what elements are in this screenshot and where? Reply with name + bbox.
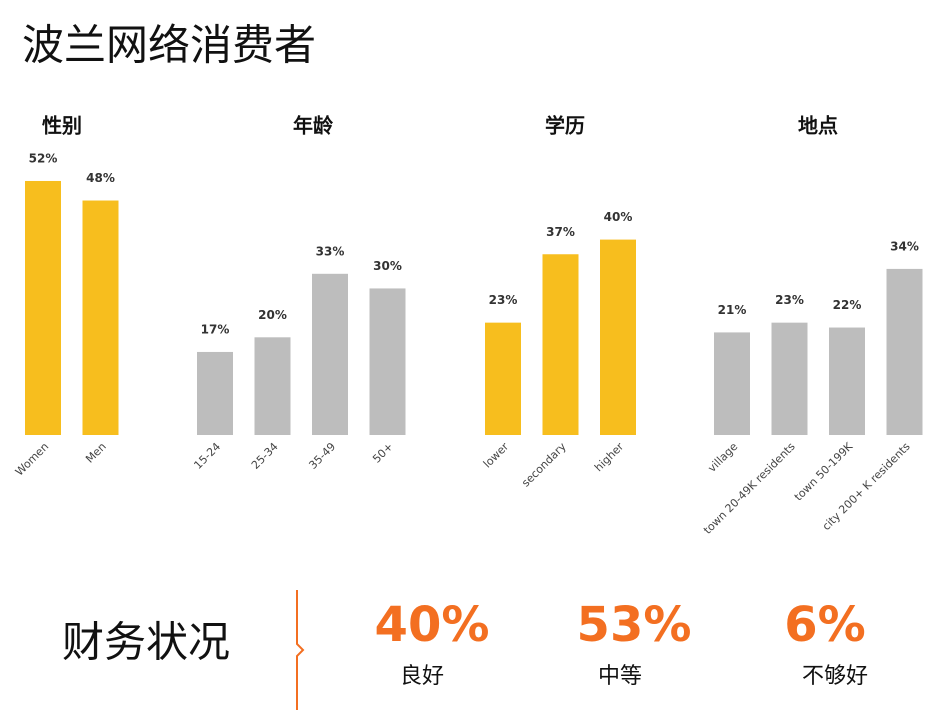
bar [771,322,808,435]
stat-value: 6% [784,597,866,653]
category-label: town 50-199K [792,439,856,503]
bar [82,200,119,435]
stat-name: 中等 [598,664,642,689]
value-label: 21% [718,303,747,317]
value-label: 20% [258,308,287,322]
bar [714,332,750,435]
bar [886,268,923,435]
value-label: 37% [546,225,575,239]
stat-value: 53% [577,597,692,653]
category-label: Men [83,440,109,466]
value-label: 34% [890,239,919,253]
value-label: 52% [29,151,58,165]
bar [829,327,865,435]
group-title: 年龄 [293,114,334,138]
category-label: Women [13,440,51,478]
value-label: 33% [316,244,345,258]
value-label: 23% [489,293,518,307]
stat-name: 良好 [400,664,444,689]
category-label: higher [592,440,626,474]
value-label: 17% [201,322,230,336]
bar [254,337,291,435]
category-label: 35-49 [306,440,338,472]
value-label: 23% [775,293,804,307]
category-label: lower [481,440,512,471]
bar [197,351,233,435]
category-label: secondary [519,440,569,490]
stat-name: 不够好 [802,664,868,689]
stat-value: 40% [375,597,490,653]
bar [542,254,579,435]
bar [600,239,636,435]
group-title: 学历 [545,114,585,138]
group-title: 性别 [42,114,82,138]
bracket [296,590,305,710]
bar [312,273,348,435]
category-label: 25-34 [249,440,281,472]
category-label: 15-24 [191,440,223,472]
bar [25,180,61,435]
value-label: 30% [373,259,402,273]
bar [485,322,521,435]
page-title: 波兰网络消费者 [22,21,316,70]
value-label: 48% [86,171,115,185]
value-label: 22% [833,298,862,312]
financial-title: 财务状况 [62,618,230,667]
bar [369,288,406,435]
value-label: 40% [604,210,633,224]
category-label: 50+ [370,440,396,466]
group-title: 地点 [798,114,838,138]
category-label: village [705,440,740,475]
